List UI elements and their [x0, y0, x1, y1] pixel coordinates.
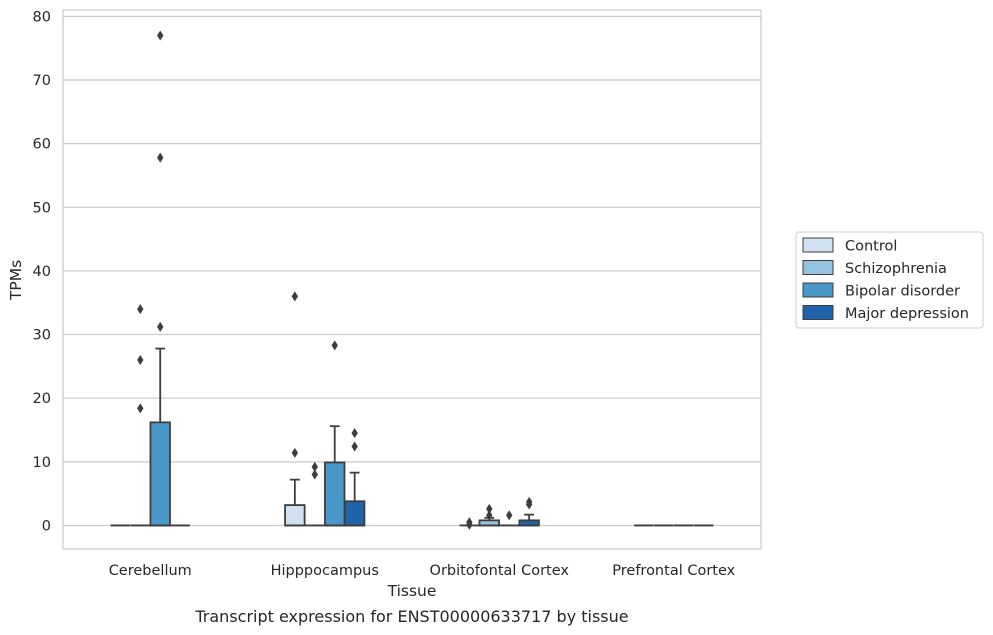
grid-lines [63, 15, 761, 527]
y-tick-label: 80 [33, 9, 51, 25]
y-tick-label: 50 [33, 200, 51, 216]
y-tick-label: 40 [33, 264, 51, 280]
outlier-point [157, 321, 164, 332]
box-group [130, 304, 151, 527]
legend-swatch [802, 282, 834, 298]
outlier-point [486, 503, 493, 514]
x-tick-label: Prefrontal Cortex [612, 563, 735, 579]
outlier-point [157, 30, 164, 41]
outlier-point [351, 428, 358, 439]
box-group [305, 461, 325, 527]
legend-swatch [802, 305, 834, 320]
box-group [459, 517, 480, 530]
box-elements [110, 30, 714, 530]
outlier-point [351, 441, 358, 452]
legend-label: Schizophrenia [845, 261, 947, 277]
box-group [478, 503, 500, 527]
outlier-point [291, 447, 299, 458]
y-axis-label: TPMs [7, 260, 25, 301]
outlier-point [137, 403, 144, 414]
x-tick-label: Hipppocampus [271, 563, 379, 579]
box-iqr [343, 500, 366, 527]
box-group [324, 340, 346, 527]
x-axis-label: Tissue [387, 582, 437, 600]
y-tick-label: 30 [33, 328, 51, 344]
box-group [284, 291, 306, 527]
legend-frame [795, 231, 984, 329]
legend-label: Major depression [845, 306, 969, 322]
y-tick-label: 10 [33, 455, 51, 471]
outlier-point [311, 461, 318, 472]
x-tick-label: Cerebellum [109, 563, 192, 579]
x-tick-labels: Cerebellum Hipppocampus Orbitofontal Corte… [109, 563, 736, 579]
legend-label: Control [845, 239, 897, 255]
y-tick-label: 70 [33, 73, 51, 89]
legend: Control Schizophrenia Bipolar disorder Majo… [795, 231, 984, 329]
box-iqr [284, 504, 306, 527]
legend-swatch [802, 260, 834, 275]
y-tick-label: 20 [33, 391, 51, 407]
box-iqr [149, 421, 171, 527]
box-group [149, 30, 171, 527]
outlier-point [525, 496, 533, 507]
box-group [518, 496, 540, 527]
y-tick-label: 60 [33, 137, 51, 153]
outlier-point [506, 510, 513, 521]
outlier-point [137, 304, 144, 315]
legend-items: Control Schizophrenia Bipolar disorder Majo… [802, 237, 969, 322]
outlier-point [311, 469, 318, 480]
y-tick-labels: 0 10 20 30 40 50 60 70 80 [33, 9, 51, 534]
legend-label: Bipolar disorder [845, 284, 960, 300]
outlier-point [466, 519, 473, 530]
box-group [343, 428, 366, 527]
y-tick-label: 0 [42, 518, 51, 534]
box-iqr [324, 461, 346, 527]
chart-caption: Transcript expression for ENST0000063371… [194, 607, 628, 626]
box-group [499, 510, 519, 527]
legend-swatch [802, 237, 834, 253]
outlier-point [291, 291, 299, 302]
outlier-point [331, 340, 338, 351]
x-tick-label: Orbitofontal Cortex [430, 563, 570, 579]
outlier-point [486, 510, 493, 521]
plot-area-frame [62, 9, 762, 550]
outlier-point [137, 355, 144, 365]
outlier-point [157, 152, 164, 163]
